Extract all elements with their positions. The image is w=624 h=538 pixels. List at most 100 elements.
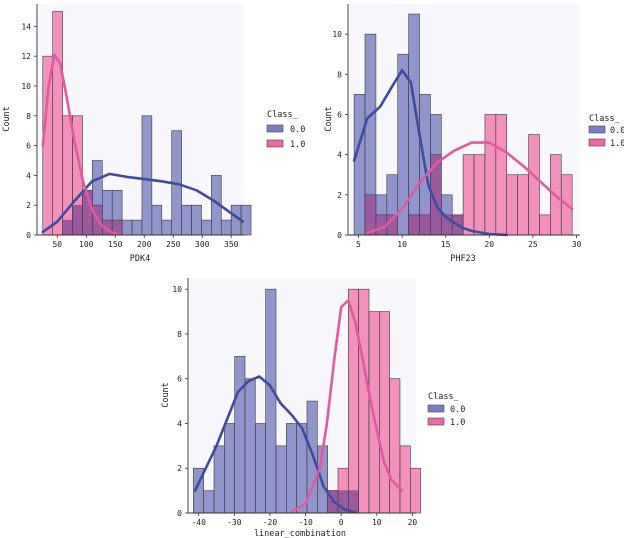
y-tick-label-pdk4: 14 [21, 22, 31, 31]
bar-overlap-pdk4-3 [72, 205, 83, 235]
kde-line-phf23-class0 [352, 69, 508, 237]
legend-swatch-class1-phf23 [588, 138, 606, 147]
bar-overlap-phf23-7 [430, 154, 442, 235]
y-tick-label-linear-combination: 2 [177, 464, 182, 473]
legend-label-class1-linear-combination: 1.0 [450, 418, 465, 428]
kde-pdk4 [41, 53, 245, 236]
panel-pdk4: 50 100 150 200 250 300 350 0 2 4 6 8 10 12 14 PDK4 Cou… [2, 4, 305, 264]
y-tick-label-phf23: 8 [337, 70, 342, 79]
panel-phf23: 5 10 15 20 25 30 0 2 4 6 8 10 PHF23 Count Class_ 0.… [324, 4, 624, 264]
bar-pdk4-class0-12 [161, 219, 172, 236]
bar-phf23-class1-12 [484, 114, 497, 236]
bar-linear-combination-class0-6 [255, 423, 266, 514]
bar-pdk4-class0-16 [201, 219, 212, 236]
x-axis-label-phf23: PHF23 [450, 254, 476, 264]
bar-overlap-pdk4-6 [102, 220, 113, 235]
x-axis-label-pdk4: PDK4 [130, 254, 150, 264]
bar-phf23-class1-13 [495, 114, 508, 236]
x-tick-label-pdk4: 50 [52, 240, 62, 249]
y-axis-label-phf23: Count [324, 106, 334, 132]
x-tick-label-linear-combination: 20 [408, 518, 418, 527]
x-tick-label-phf23: 5 [356, 240, 361, 249]
x-tick-label-phf23: 10 [397, 240, 407, 249]
x-tick-label-linear-combination: -40 [191, 518, 206, 527]
legend-swatch-class1-pdk4 [266, 139, 284, 148]
legend-swatch-class0-linear-combination [427, 404, 445, 413]
bar-phf23-class1-16 [528, 134, 540, 236]
bar-pdk4-class0-15 [191, 204, 202, 236]
legend-swatch-class0-pdk4 [266, 124, 284, 133]
bar-linear-combination-class0-9 [286, 423, 297, 514]
y-tick-label-pdk4: 0 [26, 231, 31, 240]
x-tick-label-phf23: 25 [528, 240, 538, 249]
bar-overlap-phf23-6 [419, 214, 431, 235]
legend-label-class0-pdk4: 0.0 [290, 125, 305, 135]
bar-overlap-phf23-8 [441, 214, 453, 235]
x-tick-label-linear-combination: -20 [263, 518, 278, 527]
legend-label-class0-linear-combination: 0.0 [450, 405, 465, 415]
bar-overlap-phf23-3 [386, 214, 398, 235]
legend-swatch-class1-linear-combination [427, 417, 445, 426]
axes-pdk4: 50 100 150 200 250 300 350 0 2 4 6 8 10 12 14 [21, 4, 244, 249]
bar-linear-combination-class1-16 [358, 288, 370, 514]
y-tick-label-phf23: 10 [332, 30, 342, 39]
bar-linear-combination-class0-1 [203, 490, 215, 514]
bar-overlap-linear-combination-14 [337, 490, 349, 513]
axes-linear-combination: -40 -30 -20 -10 0 10 20 0 2 4 6 8 10 [172, 278, 417, 527]
legend-swatch-class0-phf23 [588, 125, 606, 134]
bar-pdk4-class0-18 [220, 219, 232, 236]
y-tick-label-pdk4: 8 [26, 112, 31, 121]
bar-pdk4-class0-9 [131, 219, 143, 236]
x-tick-label-pdk4: 350 [224, 240, 239, 249]
bar-pdk4-class0-10 [141, 115, 153, 236]
y-tick-label-linear-combination: 4 [177, 419, 182, 428]
y-tick-label-pdk4: 6 [26, 142, 31, 151]
bar-phf23-class0-0 [353, 94, 366, 236]
x-tick-label-pdk4: 300 [195, 240, 210, 249]
x-tick-label-phf23: 20 [484, 240, 494, 249]
bar-pdk4-class1-2 [62, 115, 73, 236]
y-tick-label-phf23: 6 [337, 110, 342, 119]
bar-linear-combination-class1-19 [389, 378, 401, 514]
x-tick-label-pdk4: 250 [166, 240, 181, 249]
legend-label-class1-phf23: 1.0 [610, 139, 624, 149]
bar-overlap-phf23-1 [365, 194, 376, 235]
y-tick-label-phf23: 4 [337, 151, 342, 160]
bar-phf23-class1-15 [517, 174, 529, 236]
legend-pdk4: Class_ 0.0 1.0 [266, 110, 305, 150]
y-tick-label-linear-combination: 8 [177, 330, 182, 339]
y-axis-label-linear-combination: Count [161, 382, 171, 408]
y-tick-label-linear-combination: 10 [172, 285, 182, 294]
legend-title-phf23: Class_ [589, 114, 621, 124]
bar-phf23-class1-10 [462, 154, 475, 236]
bar-pdk4-class1-0 [42, 55, 54, 236]
bar-overlap-pdk4-4 [82, 190, 93, 235]
x-axis-label-linear-combination: linear_combination [254, 529, 346, 538]
x-tick-label-linear-combination: -10 [298, 518, 313, 527]
legend-linear-combination: Class_ 0.0 1.0 [427, 392, 465, 428]
x-tick-label-linear-combination: 10 [372, 518, 382, 527]
x-tick-label-linear-combination: 0 [339, 518, 344, 527]
bar-linear-combination-class0-4 [234, 356, 246, 514]
bar-linear-combination-class0-7 [265, 288, 277, 514]
bar-overlap-pdk4-7 [112, 220, 123, 235]
bars-phf23 [353, 13, 573, 236]
kde-line-pdk4-class0 [41, 172, 245, 234]
y-tick-label-pdk4: 10 [21, 82, 31, 91]
bar-overlap-phf23-5 [408, 214, 420, 235]
legend-title-linear-combination: Class_ [428, 392, 460, 402]
bar-linear-combination-class0-3 [224, 423, 235, 514]
kde-line-pdk4-class1 [41, 53, 120, 236]
y-tick-label-linear-combination: 0 [177, 509, 182, 518]
panel-linear-combination: -40 -30 -20 -10 0 10 20 0 2 4 6 8 10 linear_combinat… [161, 278, 465, 538]
y-tick-label-phf23: 0 [337, 231, 342, 240]
kde-linear-combination [193, 299, 404, 514]
y-tick-label-pdk4: 4 [26, 171, 31, 180]
kde-line-linear-combination-class1 [290, 299, 404, 514]
kde-line-phf23-class1 [365, 141, 574, 235]
legend-phf23: Class_ 0.0 1.0 [588, 114, 624, 149]
x-tick-label-phf23: 15 [441, 240, 451, 249]
x-tick-label-linear-combination: -30 [227, 518, 242, 527]
bar-overlap-phf23-2 [375, 214, 387, 235]
